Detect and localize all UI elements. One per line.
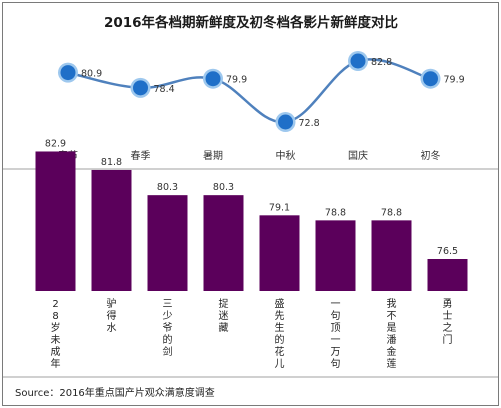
line-category-label: 春季: [131, 150, 151, 162]
bar: [427, 259, 468, 291]
bar-category-char: 成: [51, 346, 61, 358]
bar-category-char: 我: [387, 298, 397, 310]
bar-category-char: 2: [52, 299, 58, 310]
line-category-label: 初冬: [421, 149, 441, 162]
line-value-label: 82.8: [371, 57, 392, 68]
line-value-label: 78.4: [154, 84, 175, 95]
bar-category-char: 少: [163, 310, 173, 322]
bar-category-char: 门: [443, 333, 453, 346]
bar-value-label: 76.5: [437, 246, 458, 257]
line-point: [350, 53, 366, 69]
bar-value-label: 80.3: [213, 182, 234, 193]
bar-category-char: 是: [387, 322, 397, 334]
bar-value-label: 79.1: [269, 202, 290, 213]
bar-category-char: 岁: [51, 321, 61, 334]
bar-value-label: 80.3: [157, 182, 178, 193]
bar-category-char: 8: [52, 311, 58, 322]
bar-category-char: 一: [331, 335, 341, 346]
chart-title: 2016年各档期新鲜度及初冬档各影片新鲜度对比: [104, 14, 398, 31]
bar-value-label: 78.8: [325, 207, 346, 218]
bar-category-char: 顶: [331, 322, 341, 334]
chart-canvas: 2016年各档期新鲜度及初冬档各影片新鲜度对比 80.9春节78.4春季79.9…: [3, 14, 498, 399]
bar: [203, 195, 244, 291]
bar-category-char: 士: [443, 309, 453, 322]
bar-category-char: 藏: [219, 322, 229, 334]
bar-category-char: 生: [275, 321, 285, 334]
bar-category-label: 捉迷藏: [219, 297, 229, 334]
bar-category-char: 万: [331, 347, 341, 358]
bar-category-char: 勇: [443, 298, 453, 310]
bar: [259, 215, 300, 291]
line-point: [278, 114, 293, 130]
bar-category-char: 得: [107, 310, 117, 322]
line-value-label: 80.9: [81, 69, 102, 80]
bar-value-label: 82.9: [45, 138, 66, 149]
bar: [147, 195, 188, 291]
line-category-label: 中秋: [276, 149, 296, 162]
bar-chart: 82.928岁未成年81.8驴得水80.3三少爷的剑80.3捉迷藏79.1盛先生…: [35, 138, 468, 370]
line-value-label: 79.9: [444, 75, 465, 86]
bar-category-char: 一: [331, 299, 341, 310]
bar-category-char: 莲: [387, 358, 397, 370]
bar-category-char: 迷: [219, 310, 229, 322]
bar-category-char: 水: [107, 322, 117, 334]
bar-category-char: 儿: [275, 358, 285, 370]
bar-category-char: 年: [51, 357, 61, 370]
line-point: [133, 80, 148, 96]
bar-category-char: 之: [443, 321, 453, 334]
bar: [315, 220, 356, 291]
bar-category-char: 句: [331, 357, 341, 370]
line-category-label: 暑期: [203, 150, 223, 162]
bar-category-char: 三: [163, 299, 173, 310]
line-series: [67, 58, 431, 124]
bar-category-char: 句: [331, 309, 341, 322]
bar-category-char: 先: [275, 310, 285, 322]
bar-category-char: 捉: [219, 297, 229, 310]
bar-value-label: 78.8: [381, 207, 402, 218]
bar-category-char: 花: [275, 345, 285, 358]
line-point: [205, 71, 221, 87]
bar-category-char: 盛: [275, 297, 285, 310]
bar-category-char: 的: [163, 333, 173, 346]
bar-category-char: 的: [275, 333, 285, 346]
bar-category-char: 潘: [387, 334, 397, 346]
line-value-label: 72.8: [299, 118, 320, 129]
bar-value-label: 81.8: [101, 157, 122, 168]
line-point: [423, 71, 438, 87]
bar: [91, 169, 132, 291]
source-note: Source：2016年重点国产片观众满意度调查: [15, 386, 215, 399]
line-value-label: 79.9: [226, 75, 247, 86]
line-category-label: 国庆: [348, 149, 368, 162]
line-point: [60, 65, 76, 81]
bar-category-char: 金: [387, 345, 397, 358]
bar: [35, 151, 76, 291]
bar-category-char: 不: [387, 311, 397, 322]
bar-category-char: 爷: [163, 321, 173, 334]
bar-category-char: 剑: [163, 345, 173, 358]
bar: [371, 220, 412, 291]
bar-category-char: 驴: [107, 297, 117, 310]
bar-category-char: 未: [51, 334, 61, 346]
bar-category-label: 驴得水: [107, 297, 117, 334]
